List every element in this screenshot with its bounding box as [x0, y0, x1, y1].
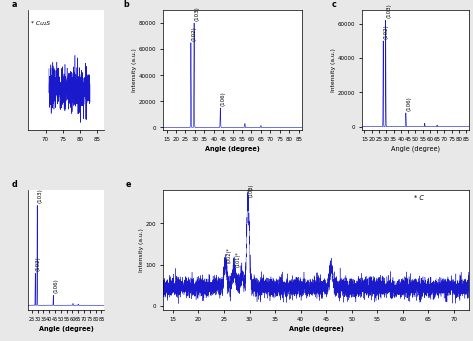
Text: b: b	[123, 0, 129, 9]
Text: (002)*: (002)*	[226, 247, 231, 263]
Text: (103): (103)	[194, 6, 199, 21]
Text: a: a	[12, 0, 18, 9]
Text: (106): (106)	[406, 96, 411, 111]
X-axis label: Angle (degree): Angle (degree)	[288, 326, 343, 332]
Text: (102): (102)	[35, 256, 41, 271]
X-axis label: Angle (degree): Angle (degree)	[39, 326, 93, 332]
Text: * C: * C	[413, 195, 423, 201]
Text: (103): (103)	[37, 188, 43, 203]
Text: (10β): (10β)	[249, 183, 254, 196]
Y-axis label: Intensity (a.u.): Intensity (a.u.)	[330, 48, 335, 92]
Y-axis label: Intensity (a.u.): Intensity (a.u.)	[139, 228, 143, 272]
Text: e: e	[126, 180, 131, 189]
Text: (106): (106)	[220, 91, 226, 106]
Text: (102): (102)	[191, 26, 196, 41]
X-axis label: Angle (degree): Angle (degree)	[390, 146, 439, 152]
Text: d: d	[12, 180, 18, 189]
Text: (106): (106)	[53, 278, 59, 293]
Text: (103): (103)	[385, 3, 391, 18]
Text: (101)*: (101)*	[235, 251, 240, 267]
Text: c: c	[331, 0, 336, 9]
Text: * Cu₂S: * Cu₂S	[31, 21, 50, 26]
Text: (102): (102)	[383, 24, 388, 39]
Y-axis label: Intensity (a.u.): Intensity (a.u.)	[131, 48, 137, 92]
X-axis label: Angle (degree): Angle (degree)	[205, 146, 260, 152]
